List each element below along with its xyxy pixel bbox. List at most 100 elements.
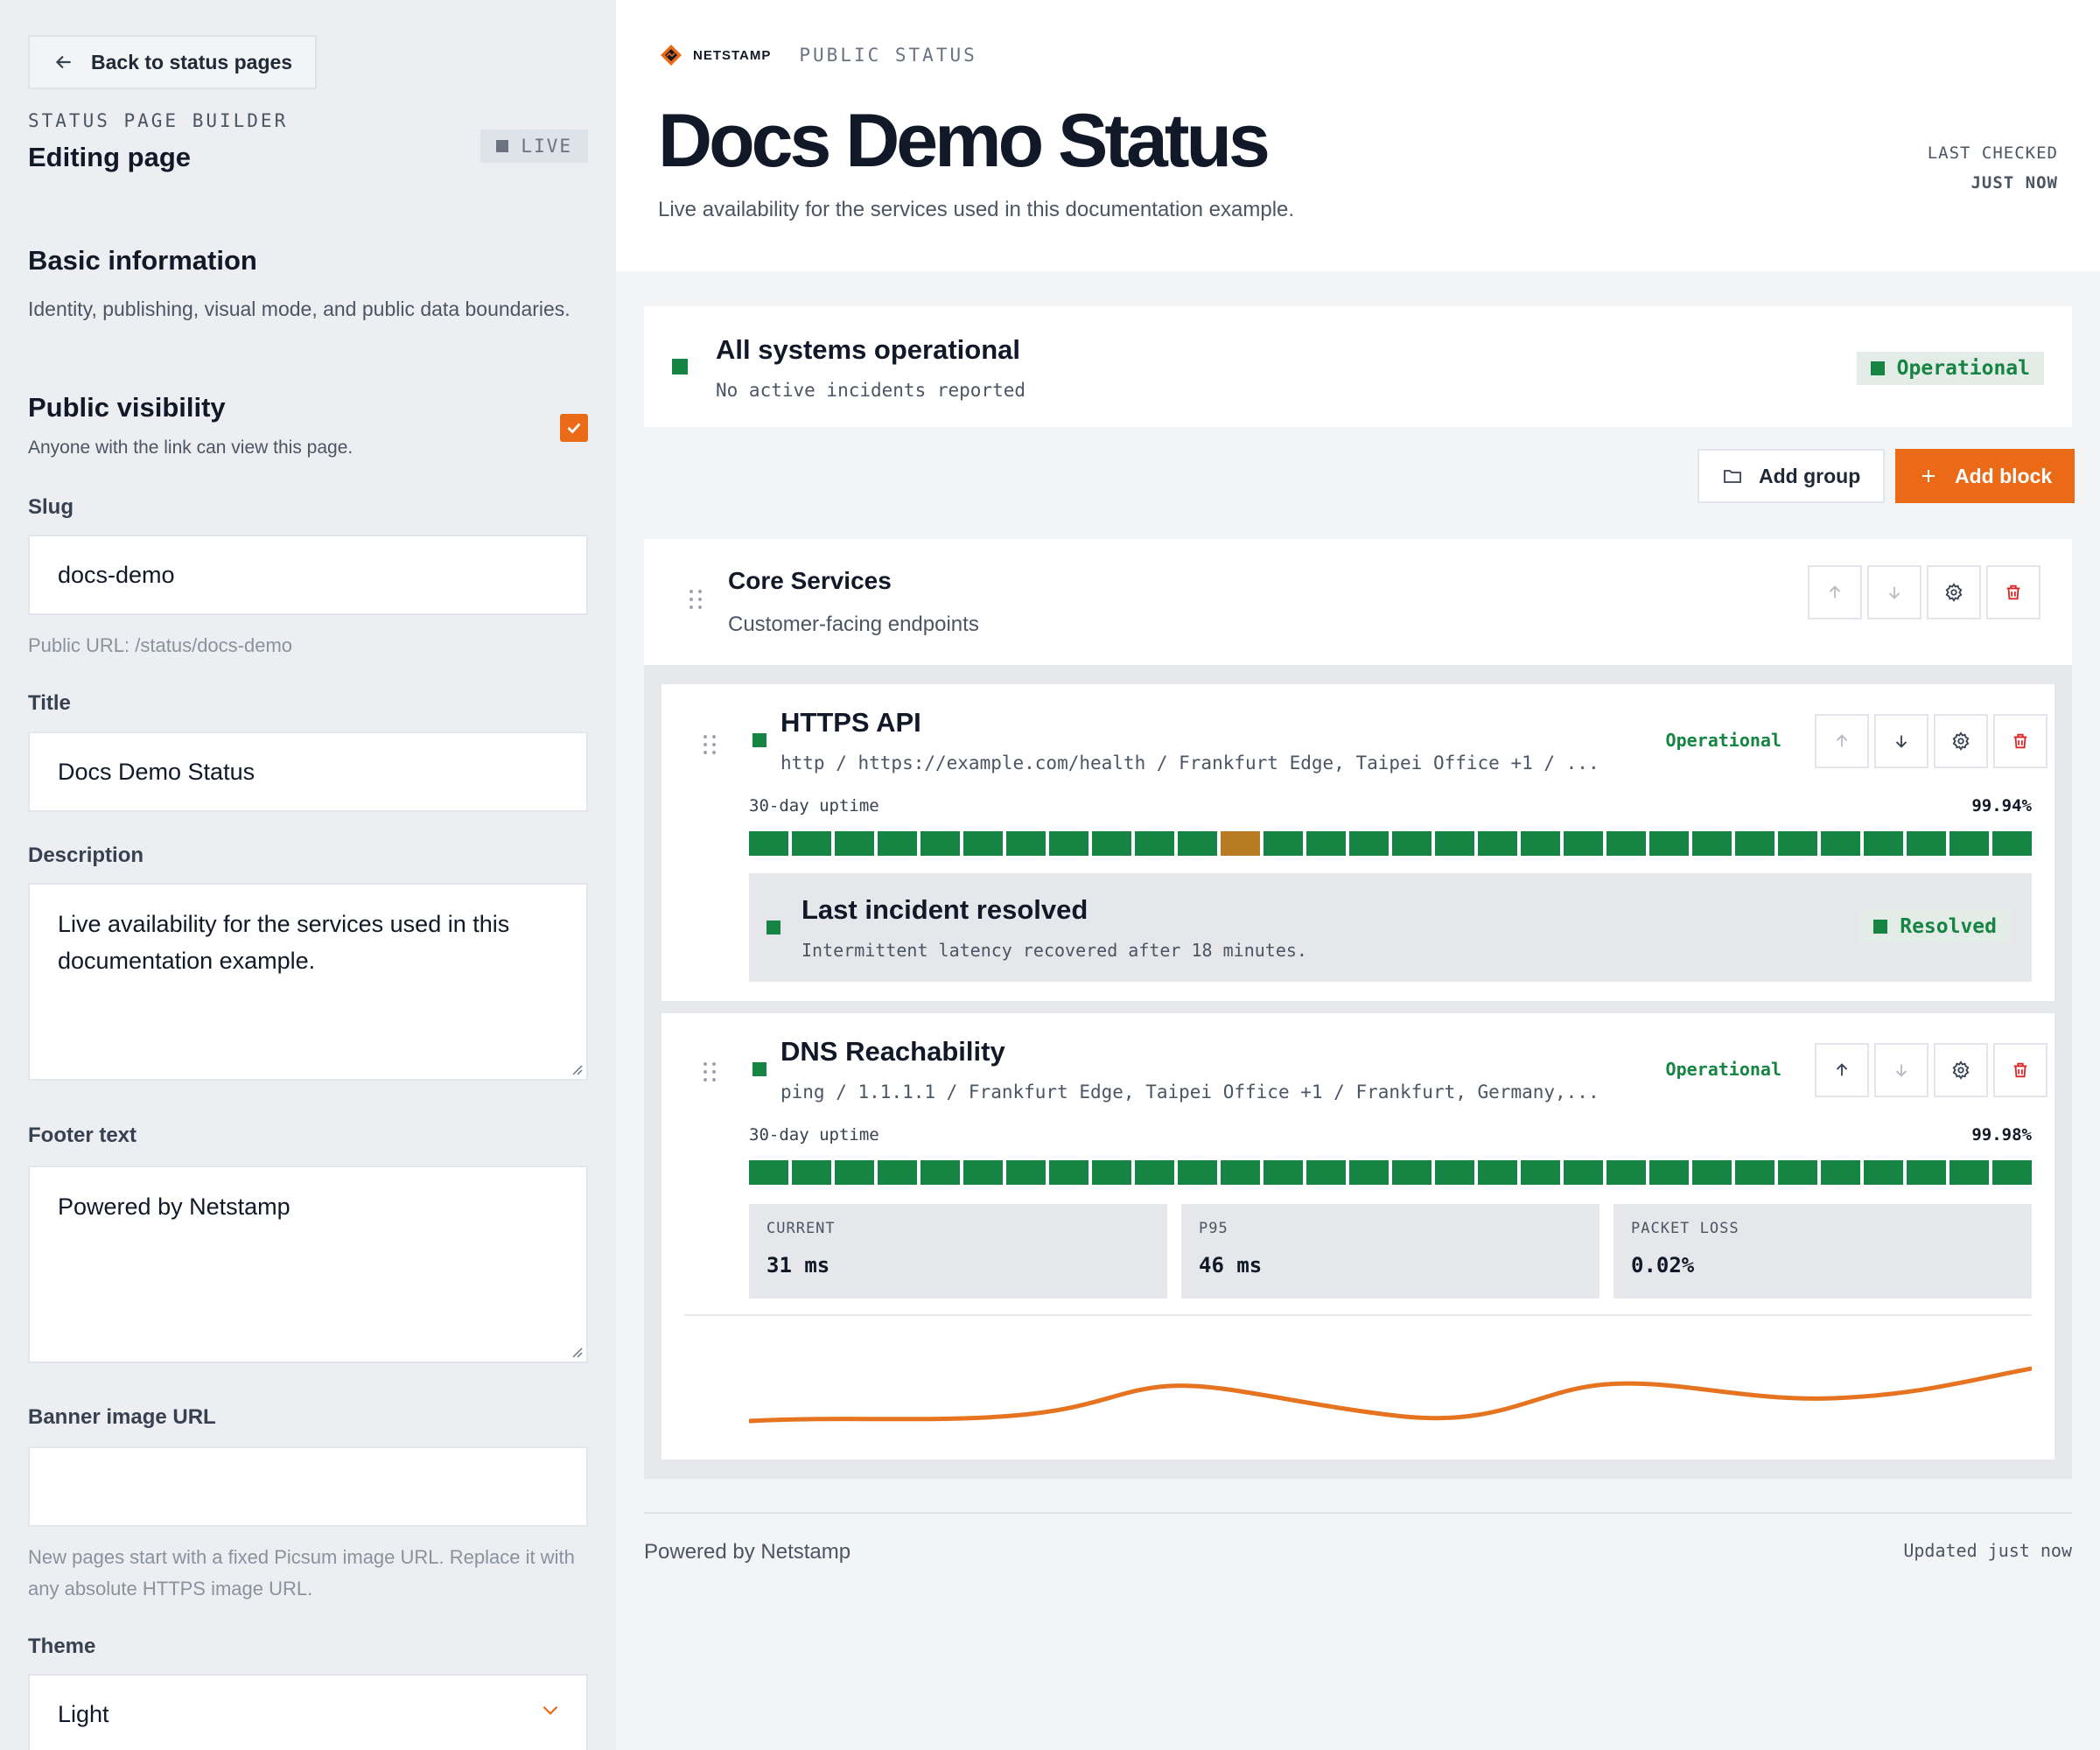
delete-group-button[interactable] [1986, 565, 2040, 620]
move-up-button[interactable] [1815, 1043, 1869, 1097]
uptime-day-up[interactable] [1306, 831, 1346, 856]
uptime-day-up[interactable] [1864, 831, 1903, 856]
uptime-day-up[interactable] [1306, 1160, 1346, 1185]
uptime-day-up[interactable] [1435, 1160, 1474, 1185]
uptime-day-up[interactable] [749, 831, 788, 856]
uptime-day-up[interactable] [1950, 831, 1989, 856]
add-block-label: Add block [1955, 464, 2053, 487]
footer-textarea[interactable]: Powered by Netstamp [28, 1166, 588, 1363]
uptime-day-up[interactable] [835, 831, 874, 856]
uptime-day-up[interactable] [749, 1160, 788, 1185]
uptime-day-up[interactable] [1435, 831, 1474, 856]
uptime-day-up[interactable] [1564, 831, 1603, 856]
uptime-day-up[interactable] [835, 1160, 874, 1185]
move-down-button[interactable] [1874, 1043, 1928, 1097]
uptime-day-up[interactable] [1392, 831, 1432, 856]
drag-handle-icon[interactable] [702, 733, 718, 756]
gear-icon [1952, 732, 1970, 751]
uptime-day-up[interactable] [1821, 831, 1860, 856]
resize-handle-icon[interactable] [569, 1344, 583, 1358]
metric-value: 0.02% [1631, 1253, 1695, 1278]
uptime-day-up[interactable] [1221, 1160, 1260, 1185]
uptime-day-up[interactable] [1649, 1160, 1689, 1185]
uptime-day-up[interactable] [920, 831, 960, 856]
uptime-day-up[interactable] [1264, 1160, 1303, 1185]
move-up-button[interactable] [1815, 714, 1869, 768]
drag-handle-icon[interactable] [688, 588, 704, 611]
uptime-day-up[interactable] [1606, 1160, 1646, 1185]
uptime-day-up[interactable] [1135, 1160, 1174, 1185]
uptime-day-up[interactable] [1135, 831, 1174, 856]
uptime-day-up[interactable] [1907, 831, 1946, 856]
uptime-day-up[interactable] [1649, 831, 1689, 856]
uptime-day-up[interactable] [1735, 831, 1774, 856]
title-input[interactable]: Docs Demo Status [28, 732, 588, 812]
uptime-day-up[interactable] [1606, 831, 1646, 856]
uptime-day-up[interactable] [1564, 1160, 1603, 1185]
editor-title: Editing page [28, 142, 191, 172]
back-to-status-pages-button[interactable]: Back to status pages [28, 35, 318, 89]
uptime-day-up[interactable] [1521, 831, 1560, 856]
uptime-day-up[interactable] [1907, 1160, 1946, 1185]
uptime-day-degraded[interactable] [1221, 831, 1260, 856]
move-up-button[interactable] [1808, 565, 1862, 620]
uptime-day-up[interactable] [1478, 1160, 1517, 1185]
theme-select[interactable]: Light [28, 1674, 588, 1750]
delete-monitor-button[interactable] [1993, 714, 2048, 768]
uptime-day-up[interactable] [1049, 1160, 1088, 1185]
uptime-day-up[interactable] [1692, 1160, 1732, 1185]
slug-input[interactable]: docs-demo [28, 535, 588, 615]
uptime-day-up[interactable] [1735, 1160, 1774, 1185]
uptime-day-up[interactable] [963, 831, 1003, 856]
resolved-label: Resolved [1900, 915, 1997, 938]
move-down-button[interactable] [1867, 565, 1922, 620]
group-settings-button[interactable] [1927, 565, 1981, 620]
uptime-day-up[interactable] [1092, 831, 1131, 856]
monitor-settings-button[interactable] [1934, 714, 1988, 768]
move-down-button[interactable] [1874, 714, 1928, 768]
slug-label: Slug [28, 495, 74, 519]
resize-handle-icon[interactable] [569, 1061, 583, 1075]
delete-monitor-button[interactable] [1993, 1043, 2048, 1097]
uptime-day-up[interactable] [1778, 1160, 1817, 1185]
editor-sidebar: Back to status pages STATUS PAGE BUILDER… [0, 0, 616, 1750]
uptime-day-up[interactable] [878, 1160, 917, 1185]
uptime-day-up[interactable] [1692, 831, 1732, 856]
banner-url-input[interactable] [28, 1446, 588, 1527]
public-visibility-heading: Public visibility [28, 392, 226, 423]
uptime-day-up[interactable] [1392, 1160, 1432, 1185]
uptime-day-up[interactable] [792, 831, 831, 856]
uptime-day-up[interactable] [1178, 1160, 1217, 1185]
uptime-day-up[interactable] [1478, 831, 1517, 856]
uptime-day-up[interactable] [963, 1160, 1003, 1185]
uptime-day-up[interactable] [792, 1160, 831, 1185]
uptime-day-up[interactable] [1006, 1160, 1046, 1185]
uptime-day-up[interactable] [878, 831, 917, 856]
uptime-day-up[interactable] [1778, 831, 1817, 856]
uptime-day-up[interactable] [1006, 831, 1046, 856]
uptime-day-up[interactable] [1092, 1160, 1131, 1185]
drag-handle-icon[interactable] [702, 1060, 718, 1083]
uptime-day-up[interactable] [1992, 1160, 2032, 1185]
add-block-button[interactable]: Add block [1895, 449, 2076, 503]
add-group-button[interactable]: Add group [1698, 449, 1886, 503]
public-visibility-checkbox[interactable] [560, 414, 588, 442]
uptime-day-up[interactable] [1264, 831, 1303, 856]
monitor-card: DNS Reachability ping / 1.1.1.1 / Frankf… [662, 1013, 2054, 1460]
live-square-icon [496, 140, 509, 152]
uptime-day-up[interactable] [920, 1160, 960, 1185]
uptime-day-up[interactable] [1821, 1160, 1860, 1185]
uptime-day-up[interactable] [1178, 831, 1217, 856]
uptime-day-up[interactable] [1992, 831, 2032, 856]
title-label: Title [28, 691, 71, 715]
uptime-day-up[interactable] [1521, 1160, 1560, 1185]
uptime-day-up[interactable] [1950, 1160, 1989, 1185]
monitor-settings-button[interactable] [1934, 1043, 1988, 1097]
description-textarea[interactable]: Live availability for the services used … [28, 883, 588, 1081]
uptime-day-up[interactable] [1349, 1160, 1389, 1185]
operational-label: Operational [1896, 357, 2030, 380]
uptime-day-up[interactable] [1349, 831, 1389, 856]
uptime-day-up[interactable] [1049, 831, 1088, 856]
metric-current: CURRENT 31 ms [749, 1204, 1167, 1298]
uptime-day-up[interactable] [1864, 1160, 1903, 1185]
